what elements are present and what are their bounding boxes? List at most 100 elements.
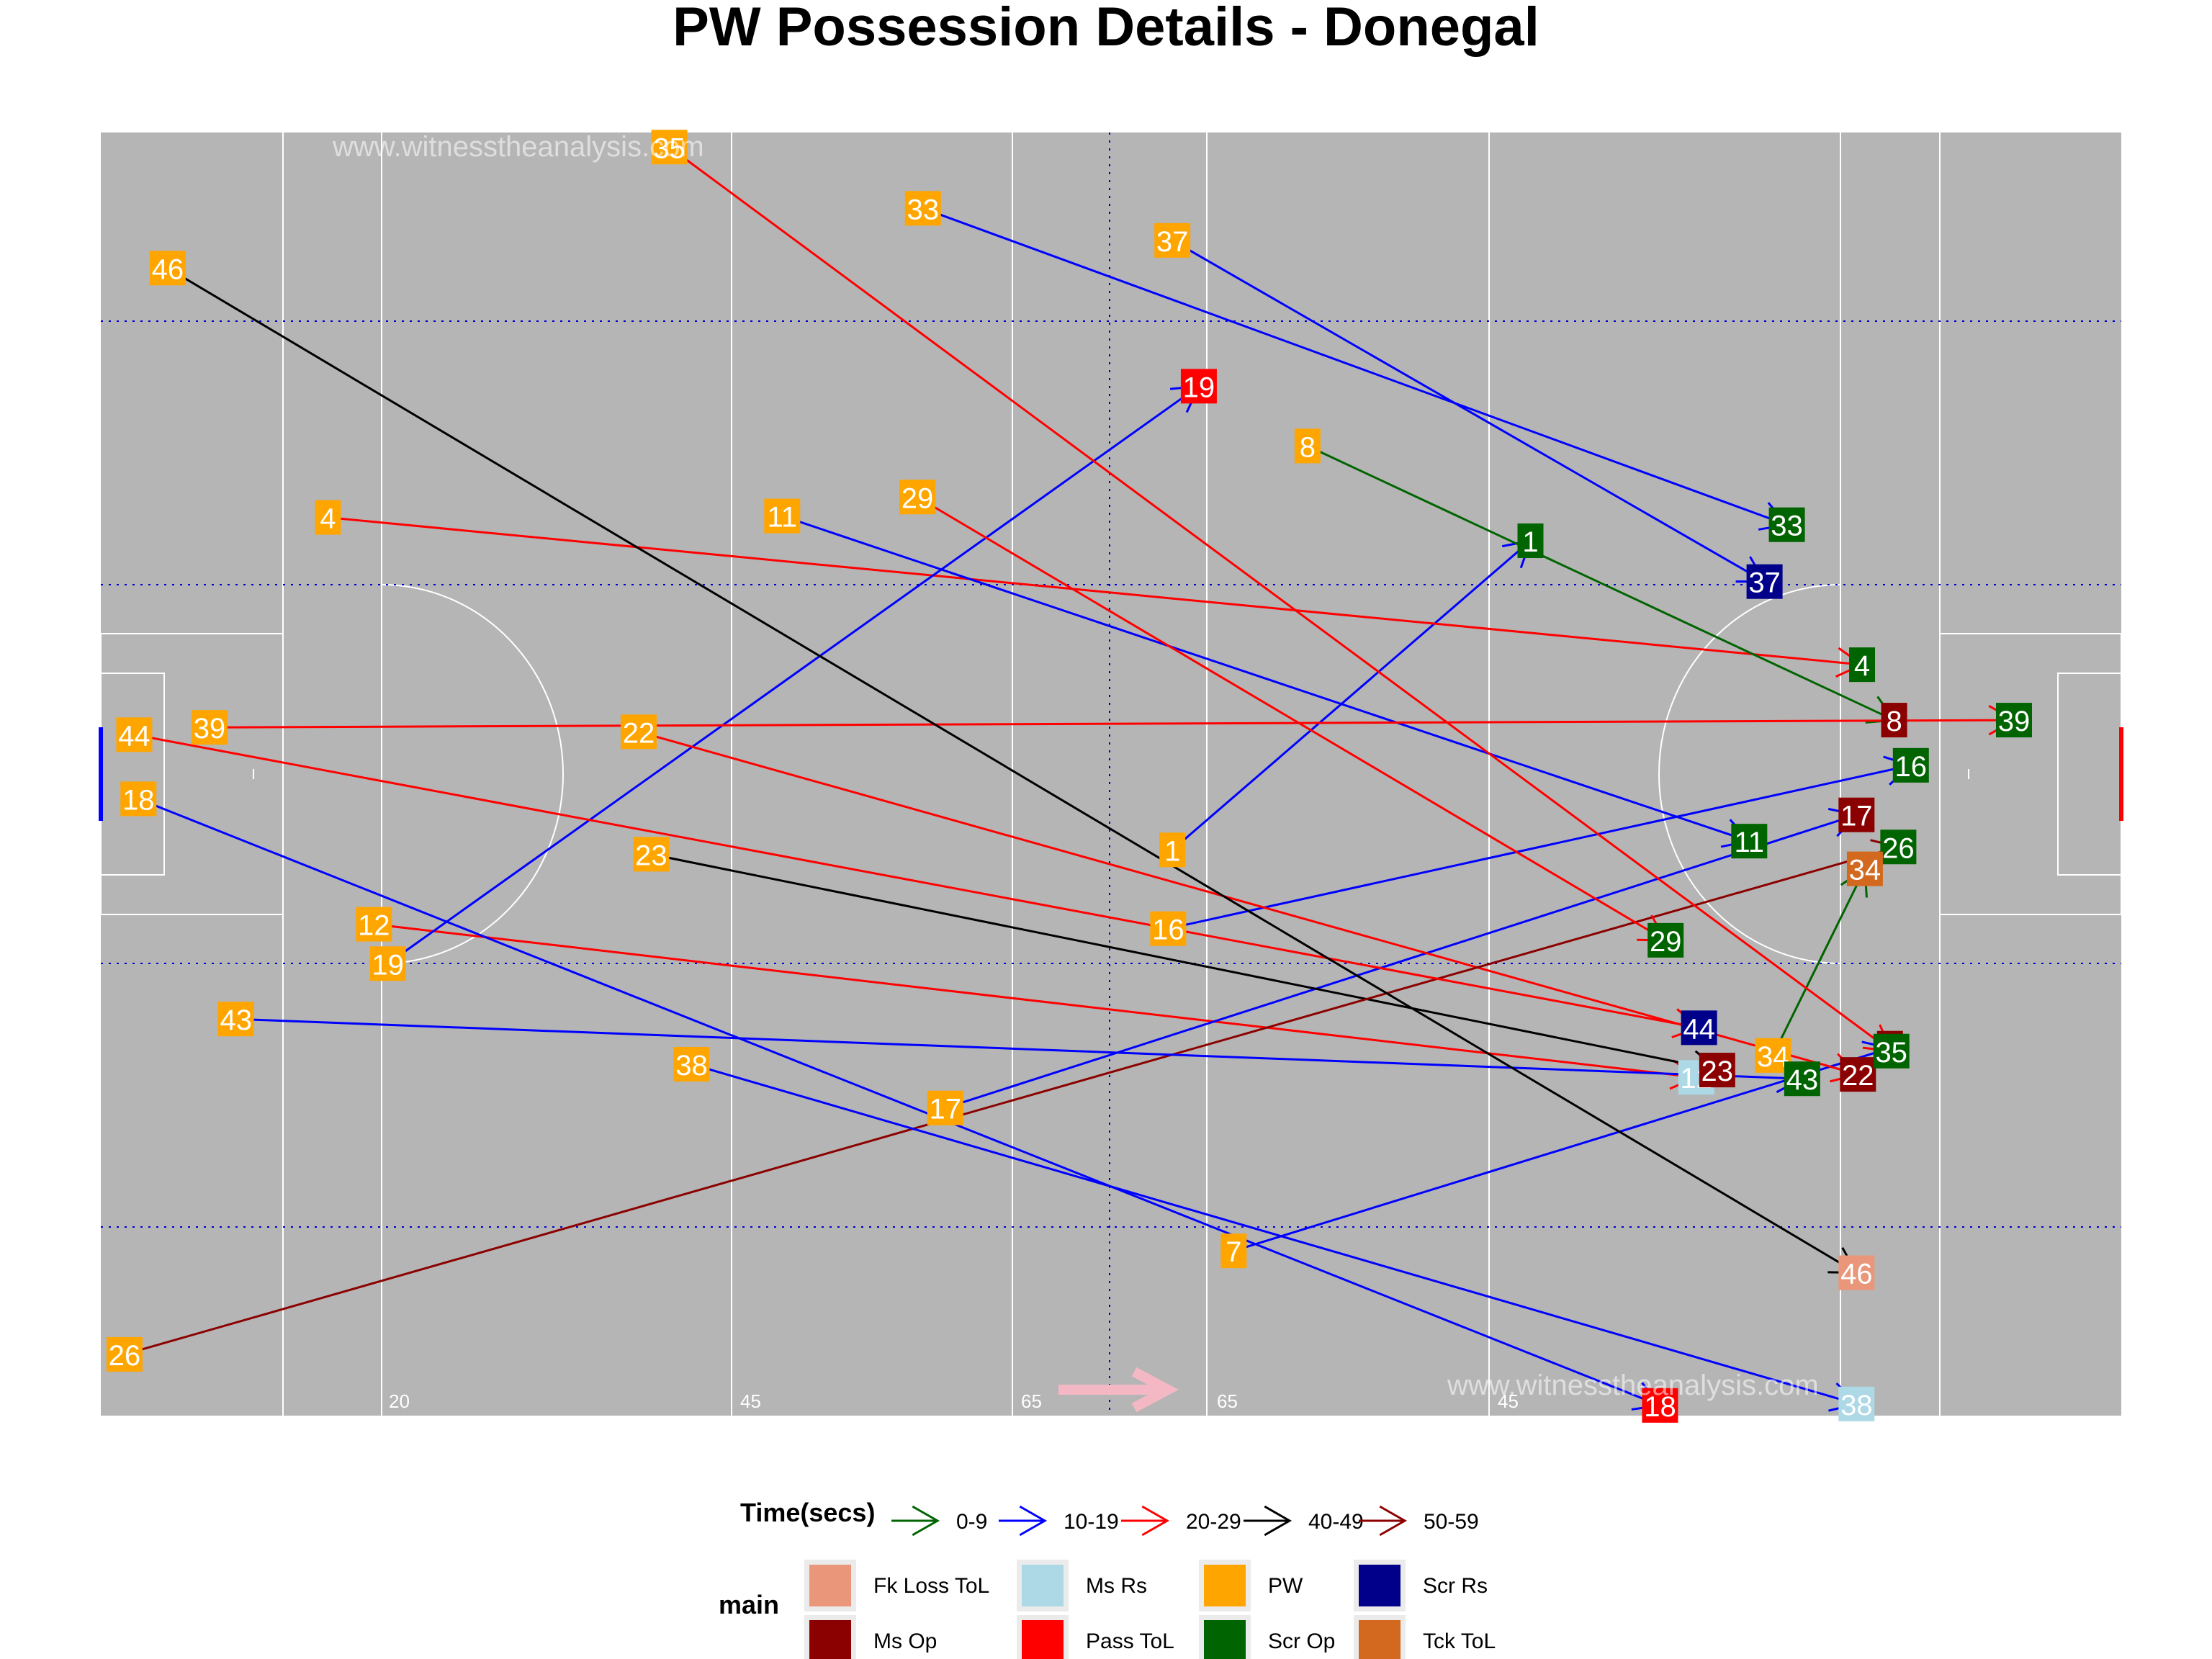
possession-start-label-text: 43 <box>220 1004 252 1036</box>
possession-end-label: 16 <box>1892 747 1929 783</box>
legend-swatch <box>809 1620 851 1659</box>
watermark-bottom: www.witnesstheanalysis.com <box>1447 1370 1819 1401</box>
possession-end-label-text: 38 <box>1840 1390 1873 1421</box>
possession-line <box>1771 868 1866 1056</box>
legend-swatch <box>809 1565 851 1606</box>
possession-end-label-text: 1 <box>1522 526 1538 558</box>
possession-start-label-text: 7 <box>1226 1236 1241 1268</box>
possession-start-label-text: 39 <box>194 713 226 745</box>
arc-right <box>1658 584 1841 964</box>
legend-time-arrowhead <box>1019 1505 1048 1537</box>
possession-end-label-text: 23 <box>1701 1056 1734 1087</box>
possession-line <box>374 923 1696 1079</box>
possession-start-label: 4 <box>315 500 341 535</box>
legend-time-arrowhead <box>1264 1505 1292 1537</box>
legend-main-label: Fk Loss ToL <box>873 1574 989 1598</box>
possession-end-label-box <box>1881 703 1907 738</box>
possession-line <box>134 733 1699 1029</box>
legend-main-label: Pass ToL <box>1086 1629 1174 1653</box>
possession-line <box>167 267 1858 1274</box>
possession-start-label-box <box>191 710 228 745</box>
possession-end-label-box <box>1838 797 1875 832</box>
possession-end-label-text: 43 <box>1786 1064 1819 1096</box>
possession-start-label: 7 <box>1220 1233 1247 1269</box>
legend-main-item: Scr Rs <box>1354 1560 1488 1611</box>
possession-start-label-box <box>904 191 941 226</box>
legend-main-label: PW <box>1268 1574 1303 1598</box>
distance-label: 65 <box>1217 1390 1238 1412</box>
possession-start-label-box <box>116 717 153 752</box>
possession-start-label: 23 <box>633 837 670 872</box>
possession-start-label-text: 16 <box>1152 914 1184 946</box>
zone-grid <box>101 132 2121 1416</box>
possession-line <box>1168 764 1912 930</box>
legend-time-item: 40-49 <box>1244 1505 1364 1537</box>
possession-end-label: 26 <box>1880 830 1917 865</box>
possession-end-label-box <box>1731 824 1768 859</box>
possession-start-label-box <box>927 1090 963 1125</box>
possession-end-label-text: 18 <box>1644 1391 1676 1423</box>
legend-main-label: Ms Op <box>873 1629 937 1653</box>
legend-time-arrowhead <box>912 1505 940 1537</box>
legend-time-arrowhead <box>1141 1505 1170 1537</box>
possession-end-label-text: 26 <box>1882 832 1915 864</box>
possession-end-label: 44 <box>1681 1010 1717 1046</box>
possession-end-label: 18 <box>1642 1388 1678 1423</box>
possession-line <box>781 515 1750 842</box>
possession-start-label: 43 <box>217 1002 254 1037</box>
possession-start-label-box <box>1294 428 1321 464</box>
possession-end-label-box <box>1180 369 1217 404</box>
possession-end-label: 35 <box>1873 1033 1910 1069</box>
possession-line <box>138 798 1661 1407</box>
possession-start-label-box <box>1220 1233 1247 1269</box>
possession-line <box>917 495 1666 942</box>
possession-start-label: 16 <box>1150 911 1187 946</box>
legend-main-title: main <box>719 1590 780 1619</box>
possession-line <box>1172 539 1532 851</box>
possession-start-label-text: 29 <box>902 482 934 514</box>
possession-line <box>1172 239 1766 583</box>
possession-end-label: 33 <box>1768 507 1805 542</box>
possession-start-label-box <box>620 714 657 750</box>
possession-end-label: 34 <box>1846 851 1883 886</box>
possession-start-label-box <box>899 480 936 515</box>
possession-start-label: 18 <box>120 781 157 817</box>
possession-line <box>1233 1047 1891 1252</box>
possession-start-label-box <box>106 1336 143 1372</box>
possession-end-label-box <box>1838 1386 1875 1421</box>
possession-end-label-text: 22 <box>1842 1060 1874 1092</box>
possession-end-label-text: 4 <box>1854 650 1870 682</box>
legend-swatch <box>1022 1565 1064 1606</box>
legend-main-item: Ms Op <box>804 1615 937 1659</box>
pitch-background <box>101 132 2121 1416</box>
possession-end-label-box <box>1517 523 1544 558</box>
possession-end-label-box <box>1647 922 1684 958</box>
possession-start-label: 22 <box>620 714 657 750</box>
possession-start-label-text: 23 <box>635 840 667 871</box>
possession-line <box>638 730 1858 1076</box>
possession-end-label: 23 <box>1699 1053 1735 1088</box>
possession-start-label-box <box>651 130 688 165</box>
possession-line <box>328 516 1863 666</box>
possession-start-label: 1 <box>1159 832 1186 868</box>
possession-end-label: 46 <box>1838 1255 1875 1290</box>
possession-line <box>945 814 1857 1110</box>
possession-start-label: 39 <box>191 710 228 745</box>
legend-swatch <box>1359 1620 1401 1659</box>
possession-start-label: 11 <box>764 498 801 534</box>
possession-end-label: 4 <box>1849 647 1876 683</box>
possession-start-label-box <box>1150 911 1187 946</box>
legend-time-label: 10-19 <box>1064 1510 1119 1534</box>
possession-line <box>387 385 1200 965</box>
possession-start-label-text: 26 <box>109 1340 141 1372</box>
possession-end-label: 11 <box>1731 824 1768 859</box>
possession-end-label-box <box>1873 1033 1910 1069</box>
possession-end-label: 43 <box>1784 1061 1820 1097</box>
possession-line <box>209 719 2014 729</box>
possession-start-label: 8 <box>1294 428 1321 464</box>
legend-time-label: 20-29 <box>1186 1510 1241 1534</box>
possession-line <box>1307 445 1895 721</box>
possession-end-label-text: 11 <box>1735 827 1765 858</box>
possession-end-label-text: 46 <box>1840 1259 1873 1290</box>
